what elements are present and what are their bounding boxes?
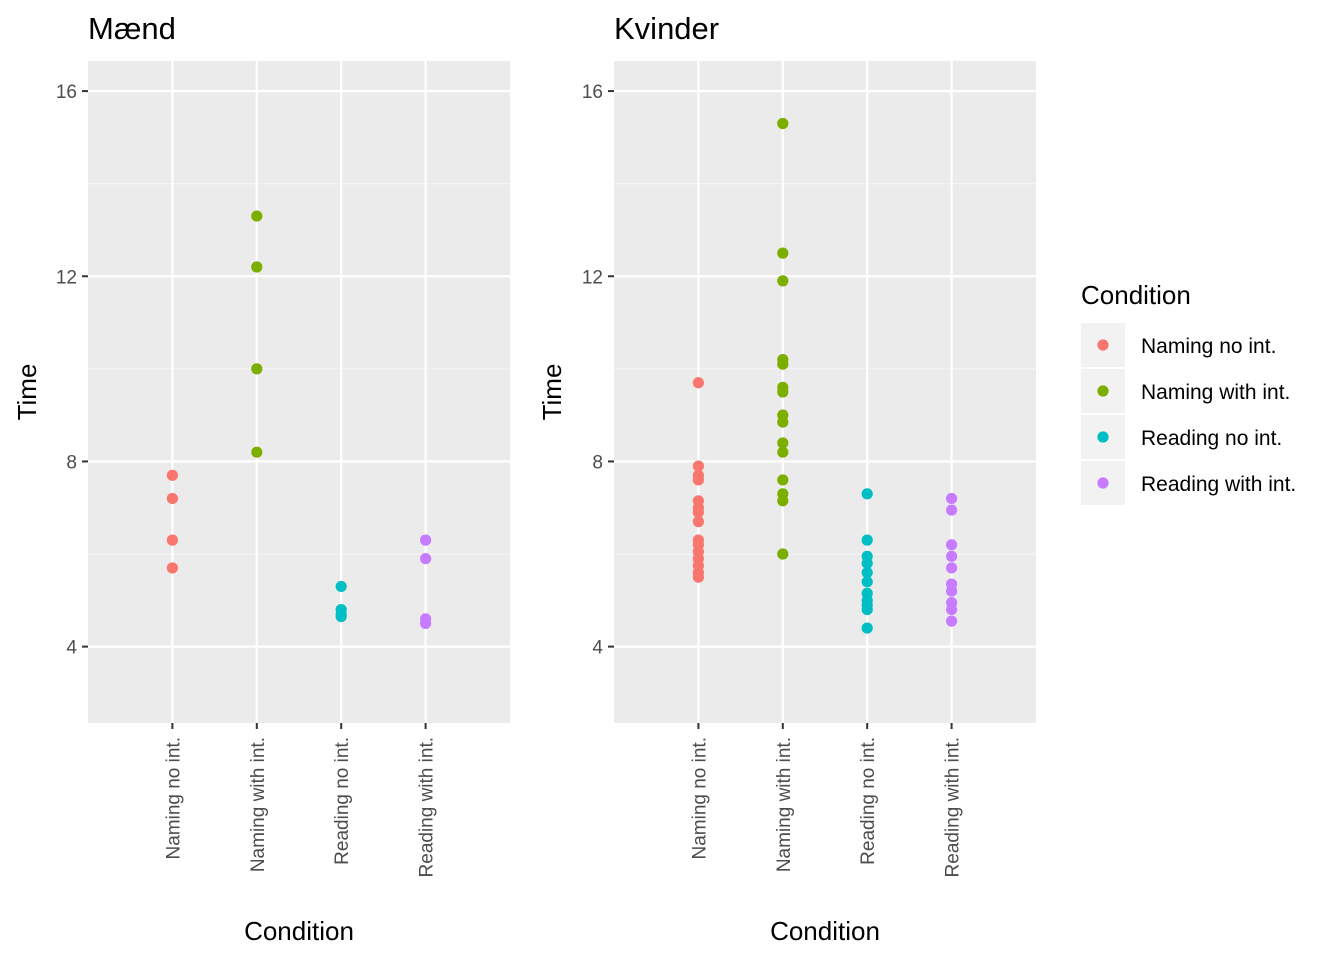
data-point (420, 617, 432, 630)
data-point (861, 488, 873, 500)
data-point (420, 553, 432, 565)
data-point (946, 550, 958, 562)
x-tick-label: Reading no int. (858, 737, 879, 865)
plot-background (88, 61, 510, 723)
legend-title: Condition (1081, 280, 1191, 310)
data-point (166, 562, 178, 574)
legend-key-point (1097, 339, 1109, 351)
data-point (946, 492, 958, 505)
data-point (777, 117, 789, 130)
data-point (777, 495, 789, 507)
data-point (777, 446, 789, 458)
legend-label: Naming with int. (1141, 381, 1290, 404)
data-point (166, 469, 178, 481)
data-point (777, 275, 789, 287)
legend: Condition Naming no int. Naming with int.… (1081, 280, 1296, 505)
data-point (692, 516, 705, 528)
data-point (166, 534, 178, 546)
y-axis-title: Time (12, 364, 42, 421)
x-axis-title: Condition (244, 916, 354, 946)
legend-label: Reading with int. (1141, 473, 1296, 496)
x-tick-label: Naming no int. (689, 737, 710, 860)
data-point (692, 377, 705, 389)
data-point (420, 534, 432, 546)
panel-kvinder: Kvinder Condition Time 4 8 12 16 Naming no i… (537, 11, 1036, 946)
y-tick-label: 4 (66, 638, 77, 659)
data-point (861, 622, 873, 634)
x-tick-label: Naming no int. (163, 737, 184, 860)
y-tick-label: 8 (66, 452, 77, 473)
data-point (861, 603, 873, 616)
legend-label: Reading no int. (1141, 427, 1282, 450)
data-point (861, 534, 873, 546)
data-point (777, 358, 789, 370)
panel-title: Mænd (88, 11, 176, 46)
y-tick-label: 16 (582, 82, 603, 103)
data-point (692, 571, 705, 583)
x-tick-label: Naming with int. (774, 737, 795, 872)
data-point (251, 446, 263, 458)
data-point (777, 416, 789, 428)
y-axis-title: Time (537, 364, 567, 421)
panel-title: Kvinder (614, 11, 719, 46)
legend-label: Naming no int. (1141, 335, 1276, 358)
x-tick-label: Reading no int. (332, 737, 353, 865)
y-tick-label: 12 (56, 267, 77, 288)
data-point (692, 460, 705, 472)
data-point (946, 504, 958, 516)
x-axis-title: Condition (770, 916, 880, 946)
y-tick-label: 4 (592, 638, 603, 659)
y-tick-label: 16 (56, 82, 77, 103)
data-point (692, 474, 705, 486)
data-point (251, 363, 263, 375)
data-point (946, 615, 958, 627)
x-tick-label: Naming with int. (248, 737, 269, 872)
data-point (946, 585, 958, 597)
legend-key-point (1097, 431, 1109, 443)
legend-key-point (1097, 477, 1109, 489)
data-point (251, 210, 263, 222)
plot-background (614, 61, 1036, 723)
data-point (777, 548, 789, 560)
data-point (777, 247, 789, 259)
data-point (946, 562, 958, 574)
y-tick-label: 12 (582, 267, 603, 288)
x-tick-label: Reading with int. (943, 737, 964, 877)
data-point (861, 576, 873, 588)
y-tick-label: 8 (592, 452, 603, 473)
data-point (861, 557, 873, 569)
data-point (166, 492, 178, 505)
x-tick-label: Reading with int. (417, 737, 438, 877)
data-point (692, 506, 705, 518)
data-point (861, 566, 873, 579)
data-point (251, 261, 263, 273)
data-point (946, 539, 958, 551)
data-point (777, 437, 789, 449)
data-point (777, 386, 789, 398)
panel-maend: Mænd Condition Time 4 8 12 16 Naming no int.… (12, 11, 510, 946)
legend-key-point (1097, 385, 1109, 397)
data-point (335, 580, 347, 593)
data-point (946, 603, 958, 616)
data-point (335, 610, 347, 623)
data-point (777, 474, 789, 486)
